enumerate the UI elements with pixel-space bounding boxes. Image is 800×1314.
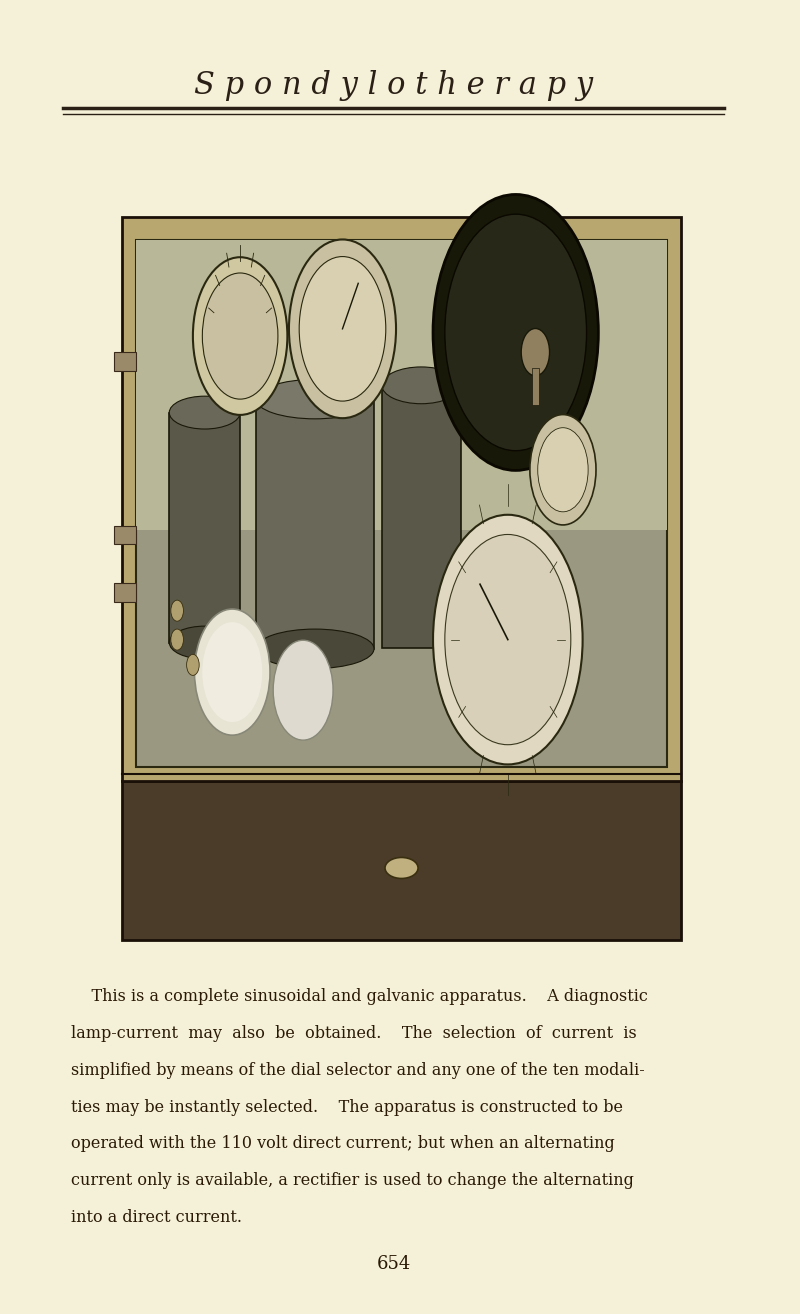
FancyBboxPatch shape: [136, 240, 667, 767]
Circle shape: [202, 273, 278, 399]
FancyBboxPatch shape: [170, 413, 240, 643]
Circle shape: [202, 623, 262, 723]
Text: operated with the 110 volt direct current; but when an alternating: operated with the 110 volt direct curren…: [71, 1135, 614, 1152]
Text: lamp-current  may  also  be  obtained.    The  selection  of  current  is: lamp-current may also be obtained. The s…: [71, 1025, 637, 1042]
Text: This is a complete sinusoidal and galvanic apparatus.    A diagnostic: This is a complete sinusoidal and galvan…: [71, 988, 648, 1005]
Bar: [532, 368, 538, 405]
Bar: [114, 352, 136, 371]
Circle shape: [445, 214, 586, 451]
FancyBboxPatch shape: [122, 217, 681, 781]
FancyBboxPatch shape: [382, 385, 461, 648]
Circle shape: [522, 328, 550, 376]
Ellipse shape: [170, 397, 240, 428]
Circle shape: [289, 239, 396, 418]
Circle shape: [299, 256, 386, 401]
FancyBboxPatch shape: [122, 781, 681, 940]
Text: simplified by means of the dial selector and any one of the ten modali-: simplified by means of the dial selector…: [71, 1062, 645, 1079]
Circle shape: [445, 535, 571, 745]
FancyBboxPatch shape: [256, 399, 374, 649]
Circle shape: [193, 258, 287, 415]
Text: 654: 654: [377, 1255, 410, 1273]
Circle shape: [171, 629, 183, 650]
Circle shape: [433, 515, 582, 765]
Bar: [114, 583, 136, 602]
Ellipse shape: [382, 367, 461, 403]
Circle shape: [274, 640, 333, 740]
Ellipse shape: [170, 627, 240, 660]
Ellipse shape: [256, 380, 374, 419]
Bar: [114, 526, 136, 544]
FancyBboxPatch shape: [136, 240, 667, 531]
Ellipse shape: [385, 858, 418, 879]
Circle shape: [538, 427, 588, 511]
Text: into a direct current.: into a direct current.: [71, 1209, 242, 1226]
Text: S p o n d y l o t h e r a p y: S p o n d y l o t h e r a p y: [194, 70, 594, 101]
Ellipse shape: [256, 629, 374, 669]
Circle shape: [194, 608, 270, 736]
Circle shape: [433, 194, 598, 470]
Text: current only is available, a rectifier is used to change the alternating: current only is available, a rectifier i…: [71, 1172, 634, 1189]
Circle shape: [530, 415, 596, 524]
Text: ties may be instantly selected.    The apparatus is constructed to be: ties may be instantly selected. The appa…: [71, 1099, 623, 1116]
Circle shape: [186, 654, 199, 675]
Circle shape: [171, 600, 183, 622]
